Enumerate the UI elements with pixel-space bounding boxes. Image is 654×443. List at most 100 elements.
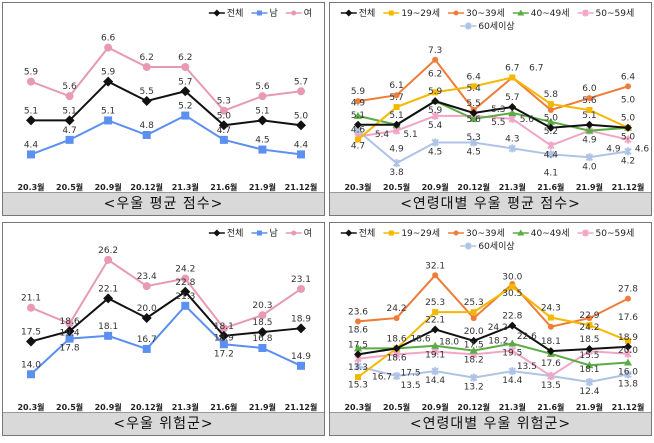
x-tick-label: 20.9월 <box>422 402 449 412</box>
data-label: 5.7 <box>178 77 192 87</box>
data-label: 5.9 <box>101 68 116 78</box>
x-tick-label: 21.9월 <box>576 182 603 192</box>
data-label: 23.6 <box>348 307 368 317</box>
data-label: 22.6 <box>517 332 537 342</box>
data-point <box>585 153 594 162</box>
legend-item: 30~39세 <box>448 8 505 19</box>
data-point <box>625 295 631 302</box>
data-label: 5.0 <box>621 114 636 124</box>
data-label: 21.3 <box>175 292 195 302</box>
data-label: 24.2 <box>488 323 508 333</box>
data-point <box>469 336 478 345</box>
data-label: 4.4 <box>544 150 559 160</box>
data-point <box>546 117 555 125</box>
data-point <box>355 318 361 325</box>
data-point <box>297 361 305 370</box>
data-label: 17.6 <box>541 359 561 369</box>
data-label: 6.2 <box>428 69 442 79</box>
data-label: 5.3 <box>217 97 231 107</box>
legend-marker-diamond <box>213 9 221 17</box>
x-tick-label: 20.5월 <box>383 402 410 412</box>
data-label: 5.6 <box>255 82 270 92</box>
x-tick-label: 20.3월 <box>17 402 44 412</box>
data-point <box>392 344 401 353</box>
legend-label: 전체 <box>227 8 244 19</box>
legend-label: 60세이상 <box>478 21 514 32</box>
data-label: 18.6 <box>60 317 80 327</box>
data-point <box>508 339 517 347</box>
data-point <box>624 358 632 366</box>
data-point <box>354 362 362 371</box>
legend-marker-x <box>582 229 589 237</box>
data-label: 4.9 <box>389 145 404 155</box>
data-label: 13.8 <box>618 379 638 389</box>
data-point <box>181 301 190 310</box>
data-point <box>508 108 517 116</box>
data-label: 22.8 <box>502 312 522 322</box>
legend-item: 여 <box>285 227 312 239</box>
data-point <box>546 123 555 132</box>
x-tick-label: 20.12월 <box>457 182 490 192</box>
series-전체 <box>354 321 632 359</box>
series-line <box>30 290 302 343</box>
data-point <box>354 350 362 359</box>
x-tick-label: 20.9월 <box>422 182 449 192</box>
data-label: 5.4 <box>467 84 482 94</box>
data-point <box>431 347 439 356</box>
data-point <box>585 378 594 386</box>
x-tick-label: 21.3월 <box>499 402 526 412</box>
data-label: 5.9 <box>24 68 39 78</box>
data-point <box>624 370 632 379</box>
data-label: 4.7 <box>351 142 365 152</box>
data-point <box>65 334 74 343</box>
x-tick-label: 21.12월 <box>612 402 645 412</box>
data-label: 13.5 <box>401 381 421 391</box>
data-point <box>586 322 593 329</box>
series-line <box>357 349 629 378</box>
data-point <box>355 374 361 381</box>
data-point <box>432 272 439 279</box>
data-point <box>181 111 190 120</box>
x-tick-label: 21.3월 <box>172 402 199 412</box>
data-point <box>393 104 400 111</box>
chart-title: <우울 평균 점수> <box>3 192 324 215</box>
legend-item: 50~59세 <box>577 228 634 239</box>
legend-label: 전체 <box>359 8 376 19</box>
data-label: 20.3 <box>252 301 272 311</box>
series-남 <box>27 301 305 379</box>
data-point <box>508 321 517 330</box>
legend: 전체 19~29세 30~39세 40~49세 50~59세 60세이상 <box>340 228 634 252</box>
data-point <box>180 286 191 297</box>
data-point <box>392 120 401 129</box>
data-point <box>257 115 268 126</box>
data-label: 5.6 <box>520 115 535 125</box>
data-label: 27.8 <box>618 285 638 295</box>
x-tick-label: 20.5월 <box>56 182 83 192</box>
data-point <box>432 56 439 63</box>
data-label: 5.1 <box>101 106 115 116</box>
data-label: 19.1 <box>425 351 445 361</box>
data-label: 18.6 <box>348 325 368 335</box>
data-label: 15.5 <box>579 351 599 361</box>
data-label: 5.7 <box>294 77 308 87</box>
data-point <box>27 77 35 86</box>
series-30~39세 <box>355 272 631 330</box>
data-label: 6.4 <box>467 72 482 82</box>
data-label: 12.4 <box>579 387 599 397</box>
data-point <box>509 74 516 81</box>
series-여 <box>27 43 305 115</box>
chart-title: <연령대별 우울 위험군> <box>330 412 651 435</box>
data-point <box>431 367 439 376</box>
series-60세이상 <box>354 362 632 386</box>
x-tick-label: 20.3월 <box>344 402 371 412</box>
data-label: 18.1 <box>579 365 599 375</box>
legend-marker-x <box>465 242 472 250</box>
data-label: 4.4 <box>24 140 39 150</box>
legend-marker-square <box>388 230 394 236</box>
data-label: 19.4 <box>60 329 80 339</box>
data-point <box>547 141 555 150</box>
legend-item: 40~49세 <box>512 8 570 19</box>
panel-age-mean-score: 20.3월 20.5월 20.9월 20.12월 21.3월 21.6월 21.9월 21.1… <box>329 2 652 216</box>
data-label: 18.1 <box>541 337 561 347</box>
legend-item: 19~29세 <box>383 8 440 19</box>
